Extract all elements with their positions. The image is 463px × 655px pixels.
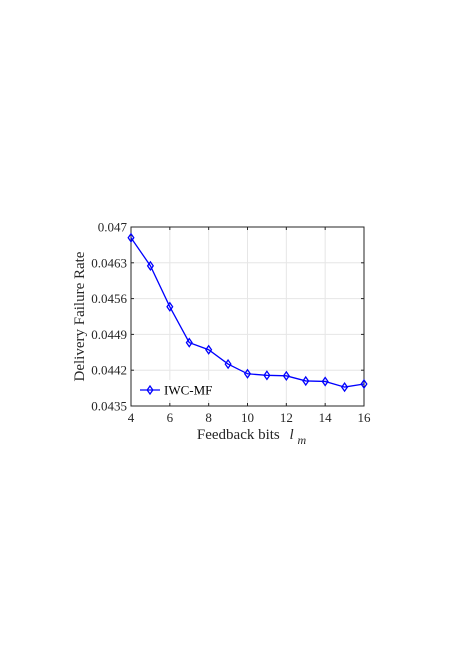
x-tick-label: 10 (241, 410, 254, 425)
data-point (205, 344, 213, 355)
legend: IWC-MF (136, 380, 222, 400)
data-point (321, 376, 329, 387)
y-tick-label: 0.0456 (91, 291, 127, 306)
data-point (302, 375, 310, 387)
data-point (263, 370, 271, 381)
data-point (166, 301, 174, 312)
legend-box (136, 380, 222, 400)
legend-entry-iwc-mf: IWC-MF (164, 383, 212, 398)
data-point (224, 358, 232, 370)
legend-marker-diamond (146, 384, 154, 396)
y-tick-label: 0.0435 (91, 399, 127, 414)
series-line-iwc-mf (130, 237, 365, 388)
grid-lines (131, 227, 364, 406)
x-tick-label: 4 (128, 410, 135, 425)
data-point (243, 368, 252, 379)
y-tick-label: 0.0449 (91, 327, 127, 342)
data-point (360, 378, 368, 390)
y-tick-label: 0.0442 (91, 363, 127, 378)
y-axis-label: Delivery Failure Rate (72, 251, 88, 381)
y-tick-labels: 0.0435 0.0442 0.0449 0.0456 0.0463 0.047 (91, 220, 127, 414)
x-axis-label: Feedback bits l m (197, 427, 307, 447)
y-tick-label: 0.047 (98, 220, 128, 235)
series-layer (127, 232, 368, 393)
x-tick-labels: 4 6 8 10 12 14 16 (128, 410, 371, 425)
x-tick-label: 14 (319, 410, 333, 425)
axis-ticks (130, 226, 365, 407)
x-tick-label: 8 (205, 410, 212, 425)
y-tick-label: 0.0463 (91, 255, 127, 270)
x-axis-label-text: Feedback bits (197, 427, 280, 443)
data-point (282, 370, 290, 381)
x-tick-label: 16 (358, 410, 372, 425)
x-tick-label: 12 (280, 410, 293, 425)
x-axis-label-subscript: m (297, 433, 306, 447)
data-point (146, 260, 155, 272)
x-axis-label-variable: l (290, 427, 294, 443)
data-point (127, 232, 135, 243)
data-point (340, 381, 349, 393)
x-tick-label: 6 (167, 410, 174, 425)
data-point (185, 337, 193, 348)
